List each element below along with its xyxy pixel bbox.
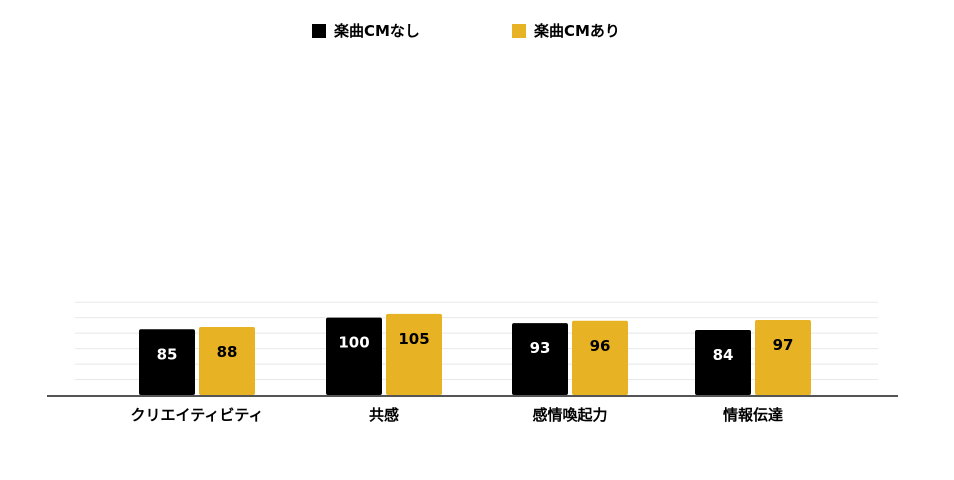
bar-value-label: 84 — [713, 346, 734, 364]
x-tick-label: 感情喚起力 — [532, 406, 607, 424]
x-tick-label: クリエイティビティ — [131, 406, 264, 424]
bar-series-1-0 — [199, 326, 255, 395]
bar-series-0-2 — [512, 323, 568, 395]
bar-value-label: 105 — [398, 330, 429, 348]
bar-series-1-3 — [755, 319, 811, 395]
bar-value-label: 93 — [530, 339, 551, 357]
legend-item-series-1: 楽曲CMあり — [512, 20, 620, 41]
bar-value-label: 85 — [157, 345, 178, 363]
chart-legend: 楽曲CMなし 楽曲CMあり — [0, 20, 954, 44]
bar-series-0-1 — [326, 317, 382, 395]
legend-swatch-series-1 — [512, 23, 526, 38]
bar-series-0-3 — [695, 330, 751, 395]
legend-item-series-0: 楽曲CMなし — [312, 20, 420, 41]
bar-value-label: 96 — [590, 337, 611, 355]
legend-swatch-series-0 — [312, 23, 326, 38]
legend-label-series-0: 楽曲CMなし — [334, 22, 420, 40]
bar-series-0-0 — [139, 329, 195, 395]
bar-value-label: 97 — [773, 336, 794, 354]
x-tick-label: 情報伝達 — [723, 406, 783, 424]
bar-series-1-2 — [572, 320, 628, 395]
bar-value-label: 88 — [217, 343, 238, 361]
x-tick-label: 共感 — [369, 406, 399, 424]
bar-series-1-1 — [386, 313, 442, 395]
legend-label-series-1: 楽曲CMあり — [534, 22, 620, 40]
bar-value-label: 100 — [338, 334, 369, 352]
